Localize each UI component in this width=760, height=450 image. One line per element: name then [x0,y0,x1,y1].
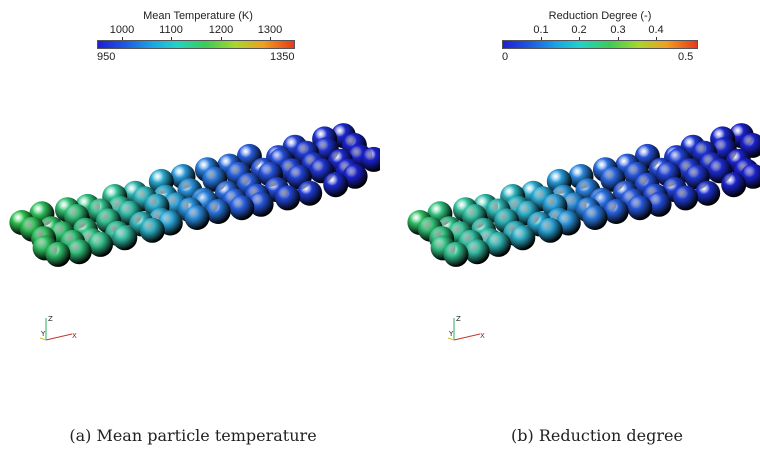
particle [673,185,699,211]
colorbar [97,40,295,49]
particle [297,180,323,206]
colorbar-tick-label: 1200 [208,24,234,36]
particle-bed-render [9,123,380,267]
particle [88,231,113,257]
particle [361,146,380,172]
particle [510,225,536,251]
colorbar-tick-label: 1300 [257,24,283,36]
particle-bed-render [407,123,760,267]
axis-x-label: X [480,332,485,340]
axis-x-label: X [72,332,77,340]
colorbar-tick-label: 1000 [109,24,135,36]
axis-z-label: Z [48,315,53,323]
colorbar-title: Reduction Degree (-) [548,10,652,22]
particle [443,241,469,267]
colorbar-max-label: 0.5 [678,51,694,63]
colorbar-tick-label: 0.3 [610,24,626,36]
colorbar-tick-label: 0.2 [571,24,587,36]
particle [627,195,653,221]
particle [342,163,368,189]
particle [464,239,490,265]
colorbar-min-label: 950 [97,51,116,63]
colorbar [502,40,698,49]
particle [646,191,672,217]
panel-reduction-degree: Reduction Degree (-) 0.1 0.2 0.3 0.4 0 0… [380,0,760,450]
particle [66,239,92,265]
colorbar-title: Mean Temperature (K) [143,10,253,22]
orientation-axes: Z Y X [447,315,485,341]
axis-y-label: Y [40,330,46,338]
colorbar-tick-label: 0.4 [648,24,664,36]
particle [537,217,563,243]
particle [582,205,608,230]
axis-z-label: Z [456,315,461,323]
panel-temperature: Mean Temperature (K) 1000 1100 1200 1300… [9,10,380,445]
particle [721,172,747,198]
particle [45,241,71,267]
colorbar-tick-label: 0.1 [533,24,549,36]
orientation-axes: Z Y X [39,315,77,341]
particle [486,231,511,257]
particle [275,185,301,211]
particle [229,195,255,221]
caption: (a) Mean particle temperature [69,426,317,445]
particle [205,199,231,224]
particle [603,199,629,224]
particle [139,217,165,243]
axis-y-label: Y [448,330,454,338]
particle [248,191,274,217]
caption: (b) Reduction degree [511,426,683,445]
colorbar-max-label: 1350 [270,51,295,63]
particle [695,180,721,206]
colorbar-min-label: 0 [502,51,509,63]
particle [184,205,210,230]
colorbar-tick-label: 1100 [159,24,183,36]
particle [112,225,138,251]
particle [323,172,349,198]
